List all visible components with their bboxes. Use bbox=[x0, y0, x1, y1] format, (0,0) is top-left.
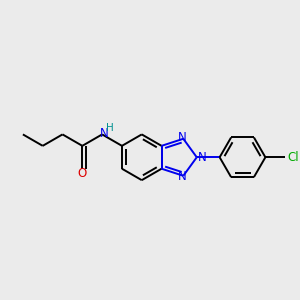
Text: Cl: Cl bbox=[287, 151, 298, 164]
Text: N: N bbox=[178, 131, 187, 144]
Text: H: H bbox=[106, 123, 113, 133]
Text: N: N bbox=[198, 151, 206, 164]
Text: N: N bbox=[100, 127, 109, 140]
Text: O: O bbox=[78, 167, 87, 180]
Text: N: N bbox=[178, 170, 187, 183]
